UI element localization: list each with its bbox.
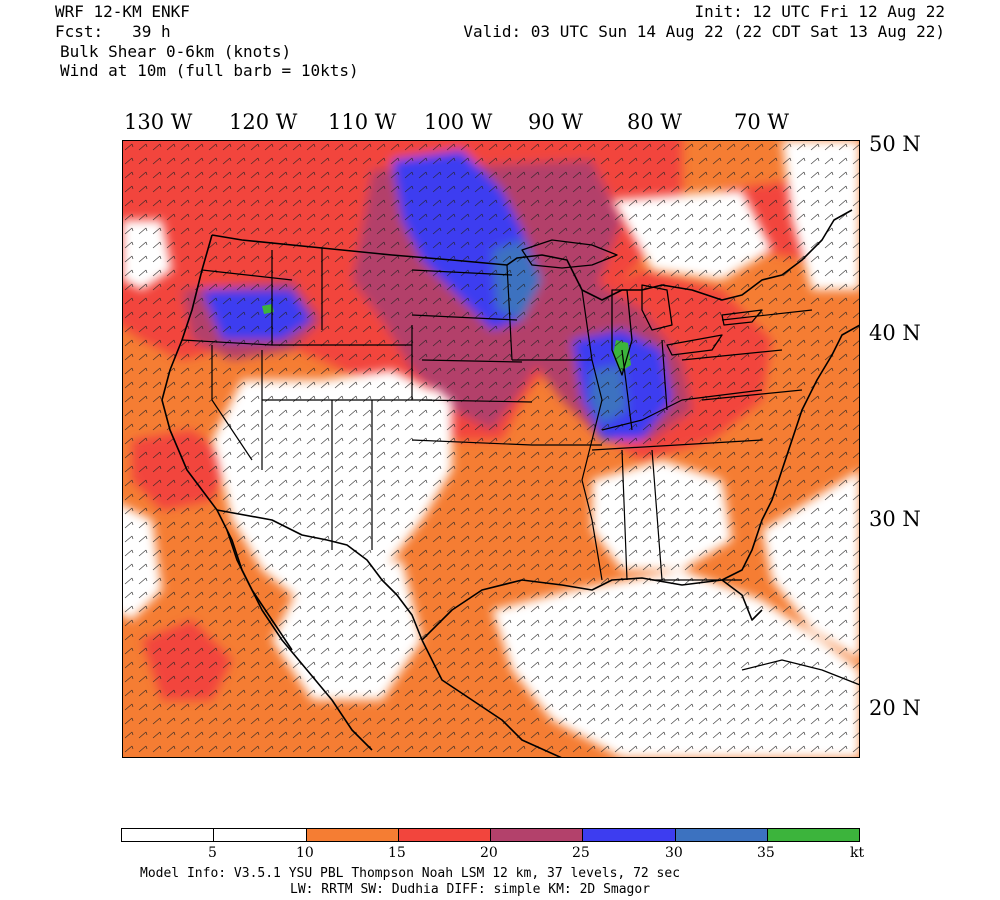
colorbar-segment-25-30 [583,829,676,841]
colorbar-tick-5: 5 [208,845,217,861]
colorbar-segment-5-10 [214,829,307,841]
colorbar-segment-15-20 [398,829,491,841]
state-line-ms-al [621,449,628,581]
colorbar-segment-0-5 [122,829,215,841]
us-mexico-border [216,509,423,641]
state-line-nd-sd [411,269,513,276]
state-line-pa [681,349,783,361]
colorbar-tick-15: 15 [388,845,406,861]
east-coast [721,324,860,581]
state-line-il-in [621,349,633,431]
colorbar-segment-10-15 [306,829,399,841]
valid-time: Valid: 03 UTC Sun 14 Aug 22 (22 CDT Sat … [463,22,945,41]
lat-label-40n: 40 N [869,321,921,345]
lon-label-80w: 80 W [627,110,682,134]
state-line-ohio-river [601,389,763,431]
model-title: WRF 12-KM ENKF [55,2,190,21]
state-line-wa-or [201,269,293,281]
great-lakes [521,239,763,376]
state-line-ca-nv [211,345,253,461]
lat-label-50n: 50 N [869,132,921,156]
lon-label-110w: 110 W [328,110,397,134]
state-line-ne-ks [421,359,523,363]
colorbar-tick-35: 35 [757,845,775,861]
state-line-or-ca [181,339,273,346]
shear-map [122,140,860,758]
lake-ontario [721,309,763,326]
lon-label-100w: 100 W [424,110,493,134]
map-frame [122,140,860,758]
wind-note: Wind at 10m (full barb = 10kts) [60,61,359,80]
lake-erie [666,334,723,356]
state-line-ok-tx [411,439,533,446]
lake-superior [521,239,618,269]
state-line-tn [591,439,763,451]
state-line-mn-west [506,264,513,361]
colorbar-segment-35+ [767,829,859,841]
colorbar-tick-10: 10 [296,845,314,861]
lon-label-90w: 90 W [528,110,583,134]
state-line-ms-river [581,289,603,581]
colorbar [121,828,860,842]
colorbar-tick-25: 25 [572,845,590,861]
mexico-coast [421,639,563,758]
colorbar-tick-30: 30 [665,845,683,861]
state-lines [181,248,813,581]
state-line-ok-ks [421,399,533,403]
forecast-hour: Fcst: 39 h [55,22,171,41]
physics-info-line: LW: RRTM SW: Dudhia DIFF: simple KM: 2D … [290,882,651,897]
lon-label-120w: 120 W [229,110,298,134]
field-name: Bulk Shear 0-6km (knots) [60,42,292,61]
lat-label-30n: 30 N [869,507,921,531]
init-time: Init: 12 UTC Fri 12 Aug 22 [694,2,945,21]
lake-huron [641,284,673,331]
lon-label-130w: 130 W [124,110,193,134]
cuba [741,659,860,686]
state-line-sd-ne [411,314,518,321]
state-line-al-ga [651,449,663,581]
wind-barbs [122,140,860,758]
colorbar-segment-20-25 [491,829,584,841]
state-line-ny [721,309,813,321]
state-line-va [701,389,803,401]
colorbar-tick-20: 20 [480,845,498,861]
colorbar-segment-30-35 [675,829,768,841]
lat-label-20n: 20 N [869,696,921,720]
boundaries [161,209,860,758]
gulf-coast [421,577,763,641]
lon-label-70w: 70 W [734,110,789,134]
model-info-line: Model Info: V3.5.1 YSU PBL Thompson Noah… [140,866,681,881]
state-line-oh [661,339,668,411]
baja-peninsula [226,529,293,651]
colorbar-unit: kt [850,845,865,861]
lake-michigan [611,289,633,376]
